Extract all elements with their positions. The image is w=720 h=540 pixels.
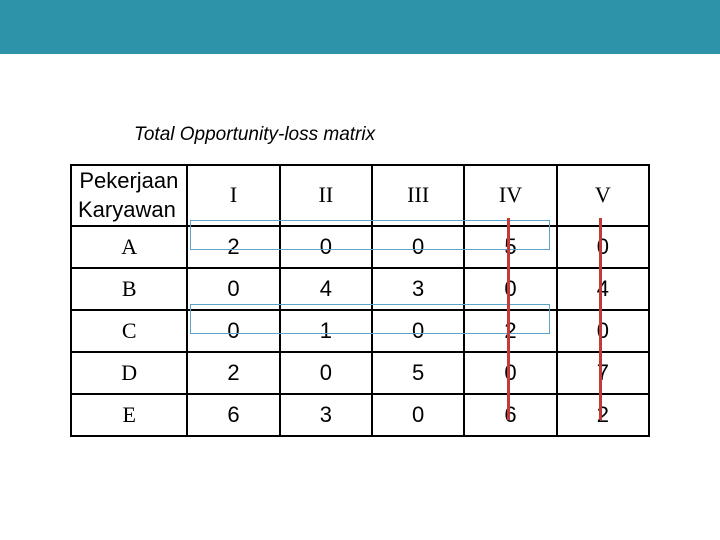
row-header: E bbox=[71, 394, 187, 436]
cell: 3 bbox=[372, 268, 464, 310]
cell: 4 bbox=[557, 268, 649, 310]
table-title: Total Opportunity-loss matrix bbox=[134, 124, 650, 146]
table-row: A 2 0 0 5 0 bbox=[71, 226, 649, 268]
row-header: B bbox=[71, 268, 187, 310]
table-wrapper: Pekerjaan Karyawan I II III IV V A 2 0 0… bbox=[70, 164, 650, 437]
cell: 0 bbox=[187, 268, 279, 310]
cell: 3 bbox=[280, 394, 372, 436]
top-bar bbox=[0, 0, 720, 54]
cell: 4 bbox=[280, 268, 372, 310]
cell: 0 bbox=[557, 226, 649, 268]
opportunity-loss-table: Pekerjaan Karyawan I II III IV V A 2 0 0… bbox=[70, 164, 650, 437]
cell: 2 bbox=[187, 226, 279, 268]
table-row: D 2 0 5 0 7 bbox=[71, 352, 649, 394]
cell: 0 bbox=[280, 352, 372, 394]
col-header: I bbox=[187, 165, 279, 226]
cell: 5 bbox=[372, 352, 464, 394]
cell: 2 bbox=[557, 394, 649, 436]
cell: 5 bbox=[464, 226, 556, 268]
cell: 0 bbox=[464, 352, 556, 394]
row-header: A bbox=[71, 226, 187, 268]
table-body: A 2 0 0 5 0 B 0 4 3 0 4 C 0 bbox=[71, 226, 649, 436]
row-header: D bbox=[71, 352, 187, 394]
col-header: III bbox=[372, 165, 464, 226]
col-header: V bbox=[557, 165, 649, 226]
table-row: E 6 3 0 6 2 bbox=[71, 394, 649, 436]
cell: 0 bbox=[187, 310, 279, 352]
header-row: Pekerjaan Karyawan I II III IV V bbox=[71, 165, 649, 226]
cell: 0 bbox=[372, 226, 464, 268]
corner-header: Pekerjaan Karyawan bbox=[71, 165, 187, 226]
cell: 0 bbox=[464, 268, 556, 310]
content-area: Total Opportunity-loss matrix Pekerjaan … bbox=[0, 54, 720, 437]
cell: 7 bbox=[557, 352, 649, 394]
cell: 6 bbox=[464, 394, 556, 436]
corner-bottom-label: Karyawan bbox=[78, 197, 180, 222]
cell: 0 bbox=[280, 226, 372, 268]
cell: 0 bbox=[372, 310, 464, 352]
corner-top-label: Pekerjaan bbox=[78, 168, 180, 193]
table-row: B 0 4 3 0 4 bbox=[71, 268, 649, 310]
cell: 0 bbox=[372, 394, 464, 436]
cell: 1 bbox=[280, 310, 372, 352]
cell: 6 bbox=[187, 394, 279, 436]
cell: 2 bbox=[464, 310, 556, 352]
col-header: II bbox=[280, 165, 372, 226]
table-row: C 0 1 0 2 0 bbox=[71, 310, 649, 352]
cell: 2 bbox=[187, 352, 279, 394]
col-header: IV bbox=[464, 165, 556, 226]
cell: 0 bbox=[557, 310, 649, 352]
row-header: C bbox=[71, 310, 187, 352]
